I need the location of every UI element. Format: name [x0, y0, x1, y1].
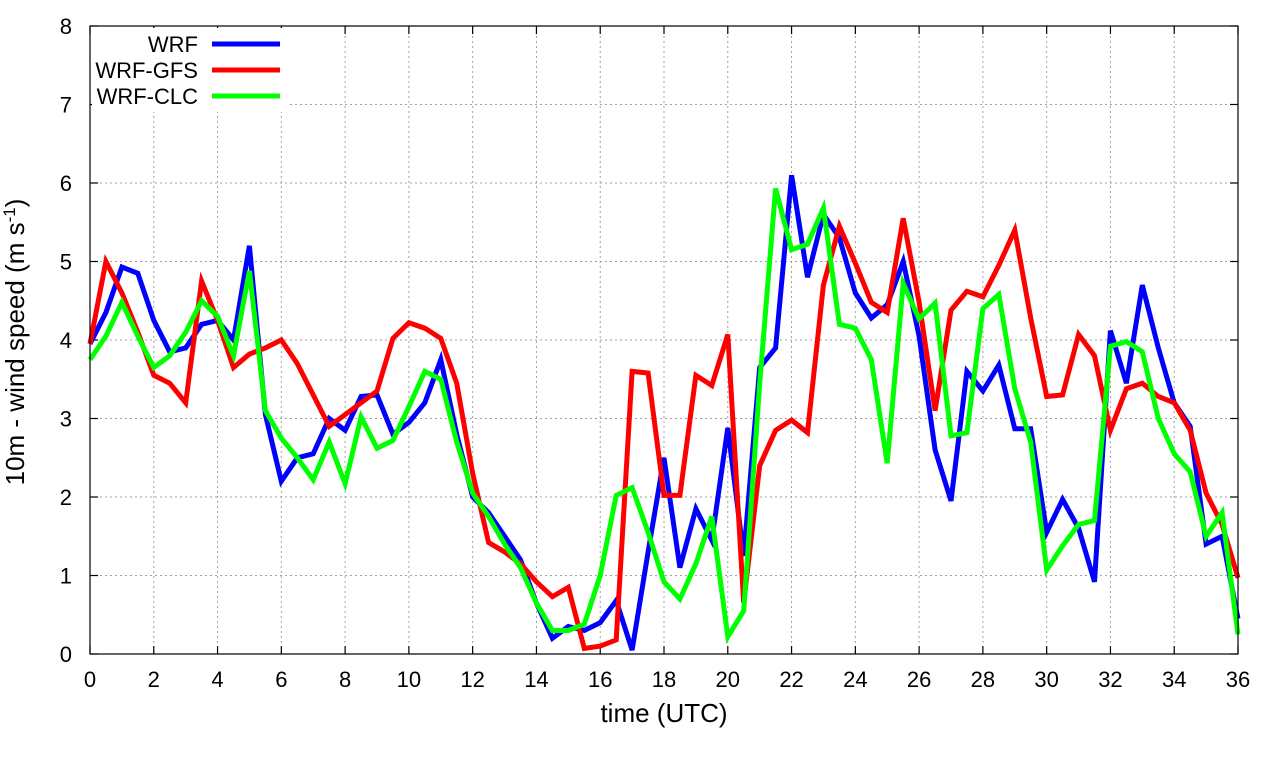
x-tick-label: 34 — [1162, 667, 1186, 692]
x-tick-label: 26 — [907, 667, 931, 692]
y-tick-label: 7 — [60, 93, 72, 118]
legend-label: WRF — [148, 32, 198, 57]
x-tick-label: 10 — [397, 667, 421, 692]
legend-label: WRF-GFS — [95, 58, 198, 83]
series-line-wrf — [87, 174, 1241, 651]
x-tick-label: 8 — [339, 667, 351, 692]
y-tick-label: 5 — [60, 250, 72, 275]
x-tick-label: 0 — [84, 667, 96, 692]
y-tick-label: 2 — [60, 485, 72, 510]
x-tick-label: 2 — [148, 667, 160, 692]
y-tick-label: 1 — [60, 564, 72, 589]
series-line-wrf-gfs — [87, 217, 1241, 652]
x-tick-label: 16 — [588, 667, 612, 692]
y-axis-title-superscript: -1 — [0, 207, 19, 222]
y-tick-label: 3 — [60, 407, 72, 432]
x-tick-label: 30 — [1034, 667, 1058, 692]
x-tick-label: 18 — [652, 667, 676, 692]
x-tick-label: 14 — [524, 667, 548, 692]
x-tick-label: 22 — [779, 667, 803, 692]
x-tick-label: 24 — [843, 667, 867, 692]
x-axis-title: time (UTC) — [600, 698, 727, 728]
x-tick-labels: 0 2 4 6 8 10 12 14 16 18 20 22 24 26 28 30 32 34 36 — [84, 667, 1250, 692]
y-tick-labels: 0 1 2 3 4 5 6 7 8 — [60, 14, 72, 667]
legend-label: WRF-CLC — [97, 84, 199, 109]
y-axis-title-main: 10m - wind speed (m s — [0, 222, 30, 485]
y-tick-label: 8 — [60, 14, 72, 39]
plot-frame — [89, 25, 1239, 655]
x-tick-label: 12 — [460, 667, 484, 692]
x-tick-label: 4 — [211, 667, 223, 692]
x-tick-label: 28 — [971, 667, 995, 692]
series-lines — [87, 174, 1241, 652]
y-axis-title: 10m - wind speed (m s-1) — [0, 199, 30, 486]
x-tick-label: 6 — [275, 667, 287, 692]
y-tick-label: 0 — [60, 642, 72, 667]
x-tick-label: 20 — [716, 667, 740, 692]
y-tick-label: 6 — [60, 171, 72, 196]
y-tick-label: 4 — [60, 328, 72, 353]
grid — [90, 26, 1238, 654]
y-axis-title-end: ) — [0, 199, 30, 208]
x-tick-label: 32 — [1098, 667, 1122, 692]
x-tick-label: 36 — [1226, 667, 1250, 692]
series-line-wrf-clc — [87, 187, 1241, 645]
